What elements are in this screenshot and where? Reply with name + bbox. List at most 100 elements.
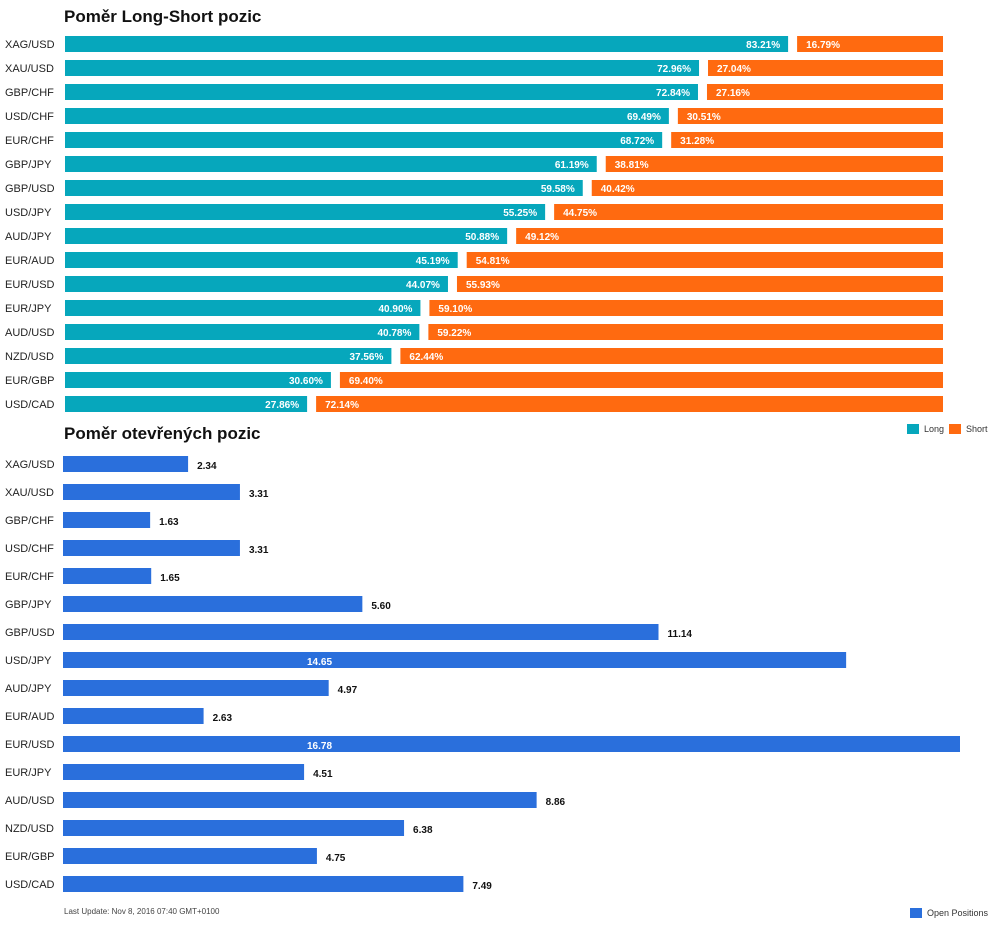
- bar-open-positions: [63, 484, 240, 500]
- data-label-short: 54.81%: [476, 256, 510, 267]
- chart-title-long-short: Poměr Long-Short pozic: [64, 7, 262, 26]
- data-label-short: 59.22%: [437, 328, 471, 339]
- category-label: GBP/USD: [5, 183, 55, 195]
- bar-short: [316, 396, 943, 412]
- bar-open-positions: [63, 848, 317, 864]
- data-label-long: 30.60%: [289, 376, 323, 387]
- bar-short: [516, 228, 943, 244]
- category-label: EUR/JPY: [5, 767, 52, 779]
- data-label-open: 11.14: [668, 629, 693, 640]
- bar-short: [708, 60, 943, 76]
- bar-long: [65, 300, 421, 316]
- category-label: USD/JPY: [5, 207, 52, 219]
- bar-short: [797, 36, 943, 52]
- data-label-open: 4.75: [326, 853, 346, 864]
- bar-short: [428, 324, 944, 340]
- bar-long: [65, 228, 508, 244]
- legend-long: Long: [907, 424, 944, 434]
- category-label: EUR/GBP: [5, 375, 55, 387]
- category-label: GBP/JPY: [5, 599, 52, 611]
- data-label-long: 83.21%: [746, 40, 780, 51]
- data-label-open: 5.60: [371, 601, 391, 612]
- data-label-short: 16.79%: [806, 40, 840, 51]
- data-label-short: 44.75%: [563, 208, 597, 219]
- data-label-long: 55.25%: [503, 208, 537, 219]
- data-label-open: 7.49: [472, 881, 492, 892]
- data-label-short: 72.14%: [325, 400, 359, 411]
- data-label-short: 69.40%: [349, 376, 383, 387]
- data-label-open: 3.31: [249, 545, 269, 556]
- category-label: EUR/CHF: [5, 571, 54, 583]
- category-label: AUD/JPY: [5, 683, 52, 695]
- bar-open-positions: [63, 792, 537, 808]
- bar-long: [65, 204, 546, 220]
- category-label: AUD/JPY: [5, 231, 52, 243]
- bar-short: [429, 300, 943, 316]
- category-label: AUD/USD: [5, 327, 55, 339]
- data-label-long: 44.07%: [406, 280, 440, 291]
- category-label: USD/CAD: [5, 879, 55, 891]
- data-label-long: 68.72%: [620, 136, 654, 147]
- category-label: EUR/AUD: [5, 711, 55, 723]
- bar-short: [339, 372, 943, 388]
- bar-open-positions: [63, 820, 405, 836]
- bar-long: [65, 252, 458, 268]
- data-label-short: 27.04%: [717, 64, 751, 75]
- data-label-long: 50.88%: [465, 232, 499, 243]
- bar-long: [65, 156, 597, 172]
- data-label-short: 27.16%: [716, 88, 750, 99]
- bar-long: [65, 84, 698, 100]
- legend-open-label: Open Positions: [927, 908, 989, 918]
- category-label: GBP/JPY: [5, 159, 52, 171]
- legend-open-positions: Open Positions: [910, 908, 988, 918]
- category-label: XAG/USD: [5, 459, 55, 471]
- bar-open-positions: [63, 736, 960, 752]
- bar-short: [554, 204, 943, 220]
- bar-open-positions: [63, 652, 847, 668]
- data-label-open: 3.31: [249, 489, 269, 500]
- bar-long: [65, 180, 583, 196]
- bar-open-positions: [63, 596, 363, 612]
- bar-short: [400, 348, 944, 364]
- legend-short-label: Short: [966, 424, 988, 434]
- bar-short: [456, 276, 943, 292]
- legend-short-swatch: [949, 424, 961, 434]
- bar-long: [65, 348, 392, 364]
- bar-short: [706, 84, 943, 100]
- data-label-short: 59.10%: [438, 304, 472, 315]
- legend-open-swatch: [910, 908, 922, 918]
- data-label-long: 37.56%: [349, 352, 383, 363]
- data-label-long: 59.58%: [541, 184, 575, 195]
- bar-open-positions: [63, 764, 305, 780]
- data-label-open: 8.86: [546, 797, 566, 808]
- data-label-short: 55.93%: [466, 280, 500, 291]
- chart-title-open-positions: Poměr otevřených pozic: [64, 424, 261, 443]
- data-label-open: 2.34: [197, 461, 217, 472]
- bar-open-positions: [63, 568, 152, 584]
- bar-open-positions: [63, 512, 151, 528]
- category-label: EUR/CHF: [5, 135, 54, 147]
- data-label-long: 61.19%: [555, 160, 589, 171]
- data-label-long: 27.86%: [265, 400, 299, 411]
- data-label-open: 4.51: [313, 769, 333, 780]
- data-label-short: 62.44%: [409, 352, 443, 363]
- bar-long: [65, 396, 308, 412]
- bar-short: [671, 132, 943, 148]
- category-label: USD/CHF: [5, 111, 54, 123]
- category-label: EUR/JPY: [5, 303, 52, 315]
- category-label: EUR/GBP: [5, 851, 55, 863]
- category-label: XAU/USD: [5, 63, 54, 75]
- data-label-open: 4.97: [338, 685, 358, 696]
- bar-open-positions: [63, 876, 464, 892]
- category-label: USD/JPY: [5, 655, 52, 667]
- data-label-short: 40.42%: [601, 184, 635, 195]
- data-label-long: 72.96%: [657, 64, 691, 75]
- bar-open-positions: [63, 680, 329, 696]
- last-update-text: Last Update: Nov 8, 2016 07:40 GMT+0100: [64, 907, 220, 916]
- data-label-open: 16.78: [307, 741, 332, 752]
- category-label: GBP/CHF: [5, 515, 54, 527]
- bar-long: [65, 60, 700, 76]
- bar-open-positions: [63, 456, 189, 472]
- bar-long: [65, 276, 448, 292]
- category-label: AUD/USD: [5, 795, 55, 807]
